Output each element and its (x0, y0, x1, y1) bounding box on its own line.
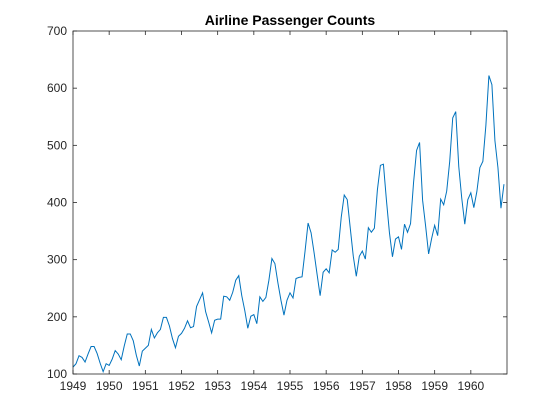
axes-layer (72, 30, 508, 375)
plot-area (73, 31, 507, 374)
y-tick-label: 400 (47, 196, 67, 210)
y-tick-label: 200 (47, 310, 67, 324)
x-tick-label: 1953 (204, 379, 231, 393)
series-line (72, 75, 505, 374)
x-tick-label: 1956 (313, 379, 340, 393)
x-tick-label: 1958 (385, 379, 412, 393)
y-tick-label: 500 (47, 138, 67, 152)
x-tick-label: 1952 (168, 379, 195, 393)
y-tick-label: 700 (47, 24, 67, 38)
x-tick-label: 1949 (60, 379, 87, 393)
x-tick-label: 1957 (349, 379, 376, 393)
x-tick-label: 1950 (96, 379, 123, 393)
y-tick-label: 100 (47, 367, 67, 381)
y-tick-labels: 100 200 300 400 500 600 700 (47, 24, 67, 381)
y-tick-label: 300 (47, 253, 67, 267)
x-tick-label: 1951 (132, 379, 159, 393)
x-tick-label: 1954 (240, 379, 267, 393)
chart-title: Airline Passenger Counts (205, 12, 376, 28)
y-tick-label: 600 (47, 81, 67, 95)
series-layer (72, 75, 505, 374)
x-tick-labels: 1949 1950 1951 1952 1953 1954 1955 1956 1957 1958… (60, 379, 485, 393)
x-tick-label: 1955 (277, 379, 304, 393)
x-tick-label: 1959 (421, 379, 448, 393)
x-tick-label: 1960 (457, 379, 484, 393)
